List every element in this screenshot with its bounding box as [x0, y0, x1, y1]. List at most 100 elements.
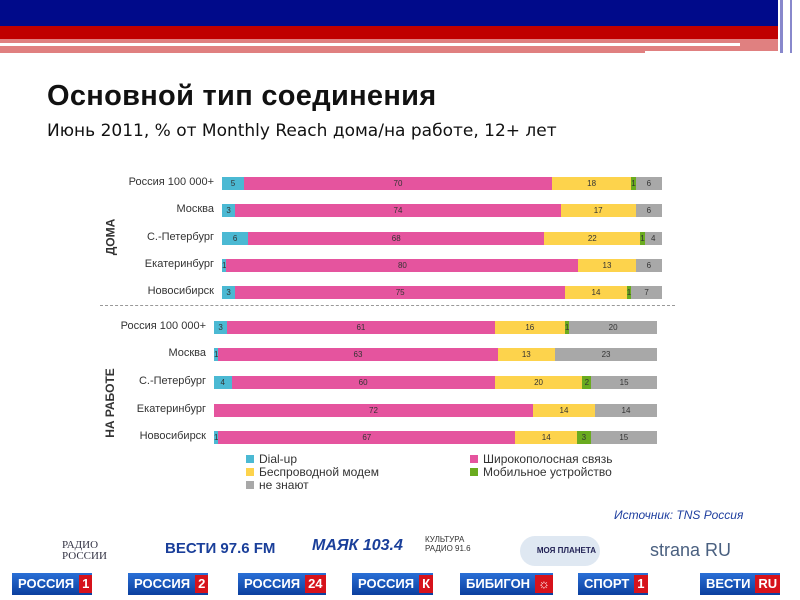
category-label: С.-Петербург — [146, 231, 214, 243]
group-separator — [100, 305, 675, 306]
channel-logo-badge: 2 — [195, 575, 209, 593]
bar-segment-dial-up: 3 — [214, 321, 228, 334]
group-label-work: НА РАБОТЕ — [102, 368, 117, 438]
channel-logo-name: РОССИЯ — [358, 576, 415, 591]
channel-logo: РОССИЯ К — [352, 573, 434, 595]
bar-segment-не-знают: 6 — [635, 204, 662, 217]
bar-segment-широкополосная-связь: 72 — [214, 404, 533, 417]
bar-segment-широкополосная-связь: 80 — [226, 259, 579, 272]
legend-label: Мобильное устройство — [483, 465, 612, 479]
category-label: Новосибирск — [147, 285, 214, 297]
top-banner-pink — [0, 39, 778, 53]
banner-white-line2 — [645, 51, 778, 54]
category-label: Россия 100 000+ — [120, 320, 206, 332]
bar-segment-мобильное-устройство: 1 — [631, 177, 636, 190]
bar-segment-беспроводной-модем: 22 — [544, 232, 641, 245]
bar-segment-широкополосная-связь: 60 — [231, 376, 495, 389]
bar-segment-не-знают: 15 — [590, 431, 657, 444]
channel-logo: ВЕСТИ RU — [700, 573, 781, 595]
bar-segment-мобильное-устройство: 2 — [582, 376, 592, 389]
legend-label: Беспроводной модем — [259, 465, 379, 479]
bar-segment-беспроводной-модем: 14 — [565, 286, 627, 299]
bar-segment-мобильное-устройство: 1 — [626, 286, 632, 299]
top-banner — [0, 0, 778, 26]
bar-segment-dial-up: 4 — [214, 376, 232, 389]
bar-segment-широкополосная-связь: 67 — [218, 431, 516, 444]
channel-logo-name: ВЕСТИ — [706, 576, 751, 591]
category-label: Москва — [168, 347, 206, 359]
bar-segment-мобильное-устройство: 1 — [640, 232, 645, 245]
category-label: Россия 100 000+ — [128, 176, 214, 188]
bar-segment-широкополосная-связь: 61 — [227, 321, 495, 334]
page-title: Основной тип соединения — [47, 80, 437, 112]
channel-logo: РОССИЯ 1 — [12, 573, 93, 595]
bar-segment-не-знают: 14 — [594, 404, 657, 417]
logo-radio-rossii: РАДИО РОССИИ — [62, 539, 107, 562]
bar-segment-беспроводной-модем: 13 — [578, 259, 636, 272]
channel-logo: СПОРТ 1 — [578, 573, 648, 595]
bar-segment-dial-up: 5 — [222, 177, 244, 190]
bar-segment-широкополосная-связь: 74 — [235, 204, 561, 217]
channel-logo: РОССИЯ 24 — [238, 573, 326, 595]
legend-label: не знают — [259, 478, 309, 492]
bar-segment-широкополосная-связь: 68 — [248, 232, 545, 245]
logo-strana: strana RU — [650, 540, 732, 560]
bar-segment-беспроводной-модем: 13 — [497, 348, 556, 361]
category-label: Новосибирск — [139, 430, 206, 442]
bar-segment-широкополосная-связь: 70 — [244, 177, 552, 190]
bar-segment-беспроводной-модем: 16 — [494, 321, 565, 334]
logo-moya-planeta: МОЯ ПЛАНЕТА — [520, 536, 600, 566]
page-subtitle: Июнь 2011, % от Monthly Reach дома/на ра… — [47, 121, 557, 141]
bar-segment-широкополосная-связь: 63 — [218, 348, 498, 361]
bar-segment-беспроводной-модем: 14 — [532, 404, 595, 417]
category-label: Екатеринбург — [144, 258, 214, 270]
bar-segment-dial-up: 3 — [222, 204, 236, 217]
legend-label: Dial-up — [259, 452, 298, 466]
bar-segment-беспроводной-модем: 17 — [560, 204, 636, 217]
legend-item-unknown: не знают — [246, 478, 309, 492]
channel-logo-badge: 1 — [79, 575, 93, 593]
bar-segment-беспроводной-модем: 14 — [515, 431, 578, 444]
bar-segment-широкополосная-связь: 75 — [235, 286, 566, 299]
channel-logo-badge: 24 — [305, 575, 326, 593]
bar-segment-не-знают: 23 — [555, 348, 657, 361]
channel-logo-badge: ☼ — [535, 575, 553, 593]
bar-segment-не-знают: 15 — [591, 376, 657, 389]
channel-logo-name: РОССИЯ — [134, 576, 191, 591]
channel-logo-badge: К — [419, 575, 434, 593]
bar-segment-dial-up: 6 — [222, 232, 249, 245]
bar-segment-dial-up: 1 — [214, 348, 219, 361]
legend-item-dialup: Dial-up — [246, 452, 297, 466]
channel-logo: РОССИЯ 2 — [128, 573, 209, 595]
top-banner-red — [0, 26, 778, 39]
bar-segment-мобильное-устройство: 3 — [577, 431, 591, 444]
channel-logo-badge: 1 — [634, 575, 648, 593]
bar-segment-мобильное-устройство: 1 — [564, 321, 570, 334]
legend-item-broadband: Широкополосная связь — [470, 452, 612, 466]
legend-label: Широкополосная связь — [483, 452, 613, 466]
bar-segment-не-знают: 20 — [569, 321, 657, 334]
channel-logo-name: СПОРТ — [584, 576, 630, 591]
logo-mayak: МАЯК 103.4 — [312, 537, 403, 554]
channel-logo-name: БИБИГОН — [466, 576, 531, 591]
bar-segment-беспроводной-модем: 18 — [552, 177, 632, 190]
banner-vlines — [790, 0, 792, 53]
source-note: Источник: TNS Россия — [614, 508, 744, 522]
logo-vesti-fm: ВЕСТИ 97.6 FM — [165, 540, 276, 557]
bar-segment-не-знают: 6 — [635, 259, 662, 272]
bar-segment-не-знают: 7 — [631, 286, 662, 299]
banner-white-line — [0, 43, 740, 46]
legend-item-wireless: Беспроводной модем — [246, 465, 379, 479]
bar-segment-беспроводной-модем: 20 — [494, 376, 583, 389]
bar-segment-dial-up: 1 — [222, 259, 227, 272]
logo-kultura: КУЛЬТУРА РАДИО 91.6 — [425, 535, 471, 553]
bar-segment-dial-up: 1 — [214, 431, 219, 444]
category-label: Екатеринбург — [136, 403, 206, 415]
channel-logo: БИБИГОН ☼ — [460, 573, 553, 595]
channel-logo-badge: RU — [755, 575, 781, 593]
bar-segment-dial-up: 3 — [222, 286, 236, 299]
group-label-home: ДОМА — [103, 218, 118, 256]
bar-segment-не-знают: 6 — [635, 177, 662, 190]
channel-logo-name: РОССИЯ — [18, 576, 75, 591]
channel-logo-name: РОССИЯ — [244, 576, 301, 591]
